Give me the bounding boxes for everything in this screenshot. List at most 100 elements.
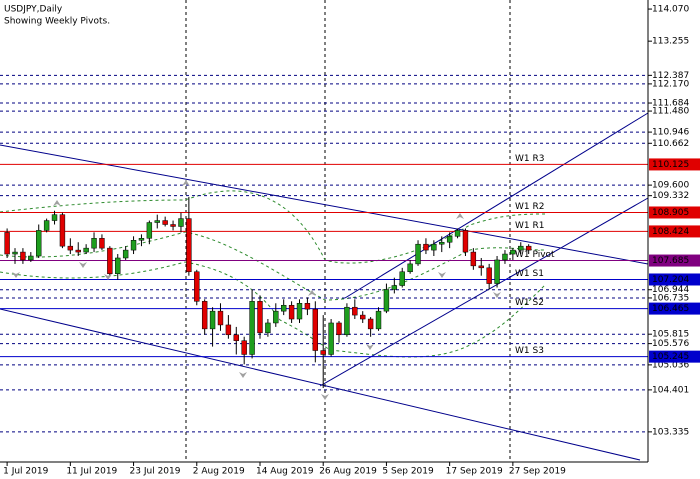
candle-body — [130, 240, 137, 251]
candle-body — [486, 267, 492, 284]
candle-body — [122, 249, 129, 259]
candle-body — [383, 289, 390, 312]
chart-title: USDJPY,Daily — [4, 5, 63, 15]
price-label-box — [649, 302, 700, 315]
price-label: 106.465 — [652, 304, 689, 314]
trendline — [0, 308, 641, 461]
y-tick-label: 104.401 — [652, 385, 689, 395]
fractal-arrows — [12, 180, 501, 400]
pivot-label: W1 S2 — [515, 298, 544, 308]
candle-body — [320, 350, 326, 355]
y-tick-label: 112.170 — [652, 79, 689, 89]
arrow — [321, 394, 329, 400]
price-label-box — [649, 225, 700, 238]
candle-body — [36, 230, 42, 257]
candle-body — [439, 241, 445, 245]
candle-body — [415, 243, 421, 265]
candle-body — [209, 310, 216, 330]
candle-body — [138, 238, 145, 241]
candle-body — [525, 245, 532, 251]
candle-body — [186, 218, 192, 273]
x-tick-label: 5 Sep 2019 — [382, 467, 434, 477]
candle-body — [280, 304, 287, 312]
y-tick-label: 113.255 — [652, 37, 689, 47]
y-tick-label: 105.036 — [652, 360, 689, 370]
candle-body — [304, 303, 311, 310]
candle-body — [107, 247, 113, 274]
candle-body — [217, 310, 224, 326]
pivot-label: W1 R2 — [515, 202, 544, 212]
arrow — [456, 213, 464, 219]
candle-body — [375, 310, 382, 330]
trendline — [344, 112, 649, 299]
arrow — [53, 200, 61, 206]
price-label: 105.245 — [652, 352, 689, 362]
y-tick-label: 109.332 — [652, 191, 689, 201]
chart-subtitle: Showing Weekly Pivots. — [4, 17, 110, 27]
candle-body — [336, 322, 342, 336]
candle-body — [241, 340, 247, 355]
x-tick-label: 11 Jul 2019 — [66, 467, 117, 477]
candle-body — [478, 265, 484, 269]
candle-body — [51, 214, 58, 221]
candle-body — [154, 220, 160, 223]
y-tick-label: 111.480 — [652, 107, 689, 117]
price-label: 108.905 — [652, 208, 689, 218]
upper-envelope — [0, 190, 546, 264]
candle-body — [257, 301, 263, 334]
price-label-box — [649, 273, 700, 286]
arrow — [239, 372, 247, 378]
candle-body — [470, 251, 477, 267]
candle-body — [510, 249, 516, 255]
plot — [0, 74, 648, 433]
y-tick-label: 110.946 — [652, 128, 689, 138]
candle-body — [265, 322, 271, 334]
pivot-label: W1 R3 — [515, 154, 544, 164]
candle-body — [28, 255, 34, 261]
candle-body — [288, 304, 295, 320]
arrow — [12, 272, 20, 278]
candle-body — [502, 253, 508, 261]
x-tick-label: 14 Aug 2019 — [256, 467, 314, 477]
candle-body — [201, 301, 208, 330]
candle-body — [170, 224, 176, 227]
candle-body — [518, 245, 524, 251]
y-tick-label: 106.944 — [652, 285, 689, 295]
candle-body — [178, 218, 184, 227]
arrow — [438, 272, 446, 278]
x-tick-label: 2 Aug 2019 — [193, 467, 245, 477]
candle-body — [494, 259, 500, 284]
pivot-label: W1 S1 — [515, 269, 544, 279]
candle-body — [225, 324, 232, 336]
candle-body — [146, 222, 153, 239]
lower-envelope — [0, 261, 546, 358]
candle-body — [391, 285, 398, 290]
candle-body — [328, 322, 334, 355]
candle-body — [67, 245, 74, 251]
arrow — [308, 290, 316, 296]
candle-body — [59, 214, 66, 247]
y-tick-label: 111.684 — [652, 99, 689, 109]
candle-body — [273, 310, 279, 324]
y-tick-label: 110.662 — [652, 139, 689, 149]
candle-body — [423, 243, 429, 251]
price-label-box — [649, 158, 700, 171]
x-tick-label: 1 Jul 2019 — [3, 467, 48, 477]
candle-body — [446, 236, 453, 243]
candle-body — [4, 232, 10, 255]
candle-body — [312, 308, 319, 351]
y-tick-label: 109.600 — [652, 181, 689, 191]
candle-body — [431, 243, 437, 251]
price-label: 110.125 — [652, 160, 689, 170]
candle-body — [249, 301, 255, 355]
arrow — [79, 262, 87, 268]
candle-body — [43, 220, 50, 231]
candle-body — [75, 249, 81, 253]
price-label-box — [649, 206, 700, 219]
y-tick-label: 114.070 — [652, 5, 689, 15]
candle-body — [12, 251, 18, 255]
candle-body — [115, 257, 121, 274]
x-tick-label: 17 Sep 2019 — [446, 467, 503, 477]
